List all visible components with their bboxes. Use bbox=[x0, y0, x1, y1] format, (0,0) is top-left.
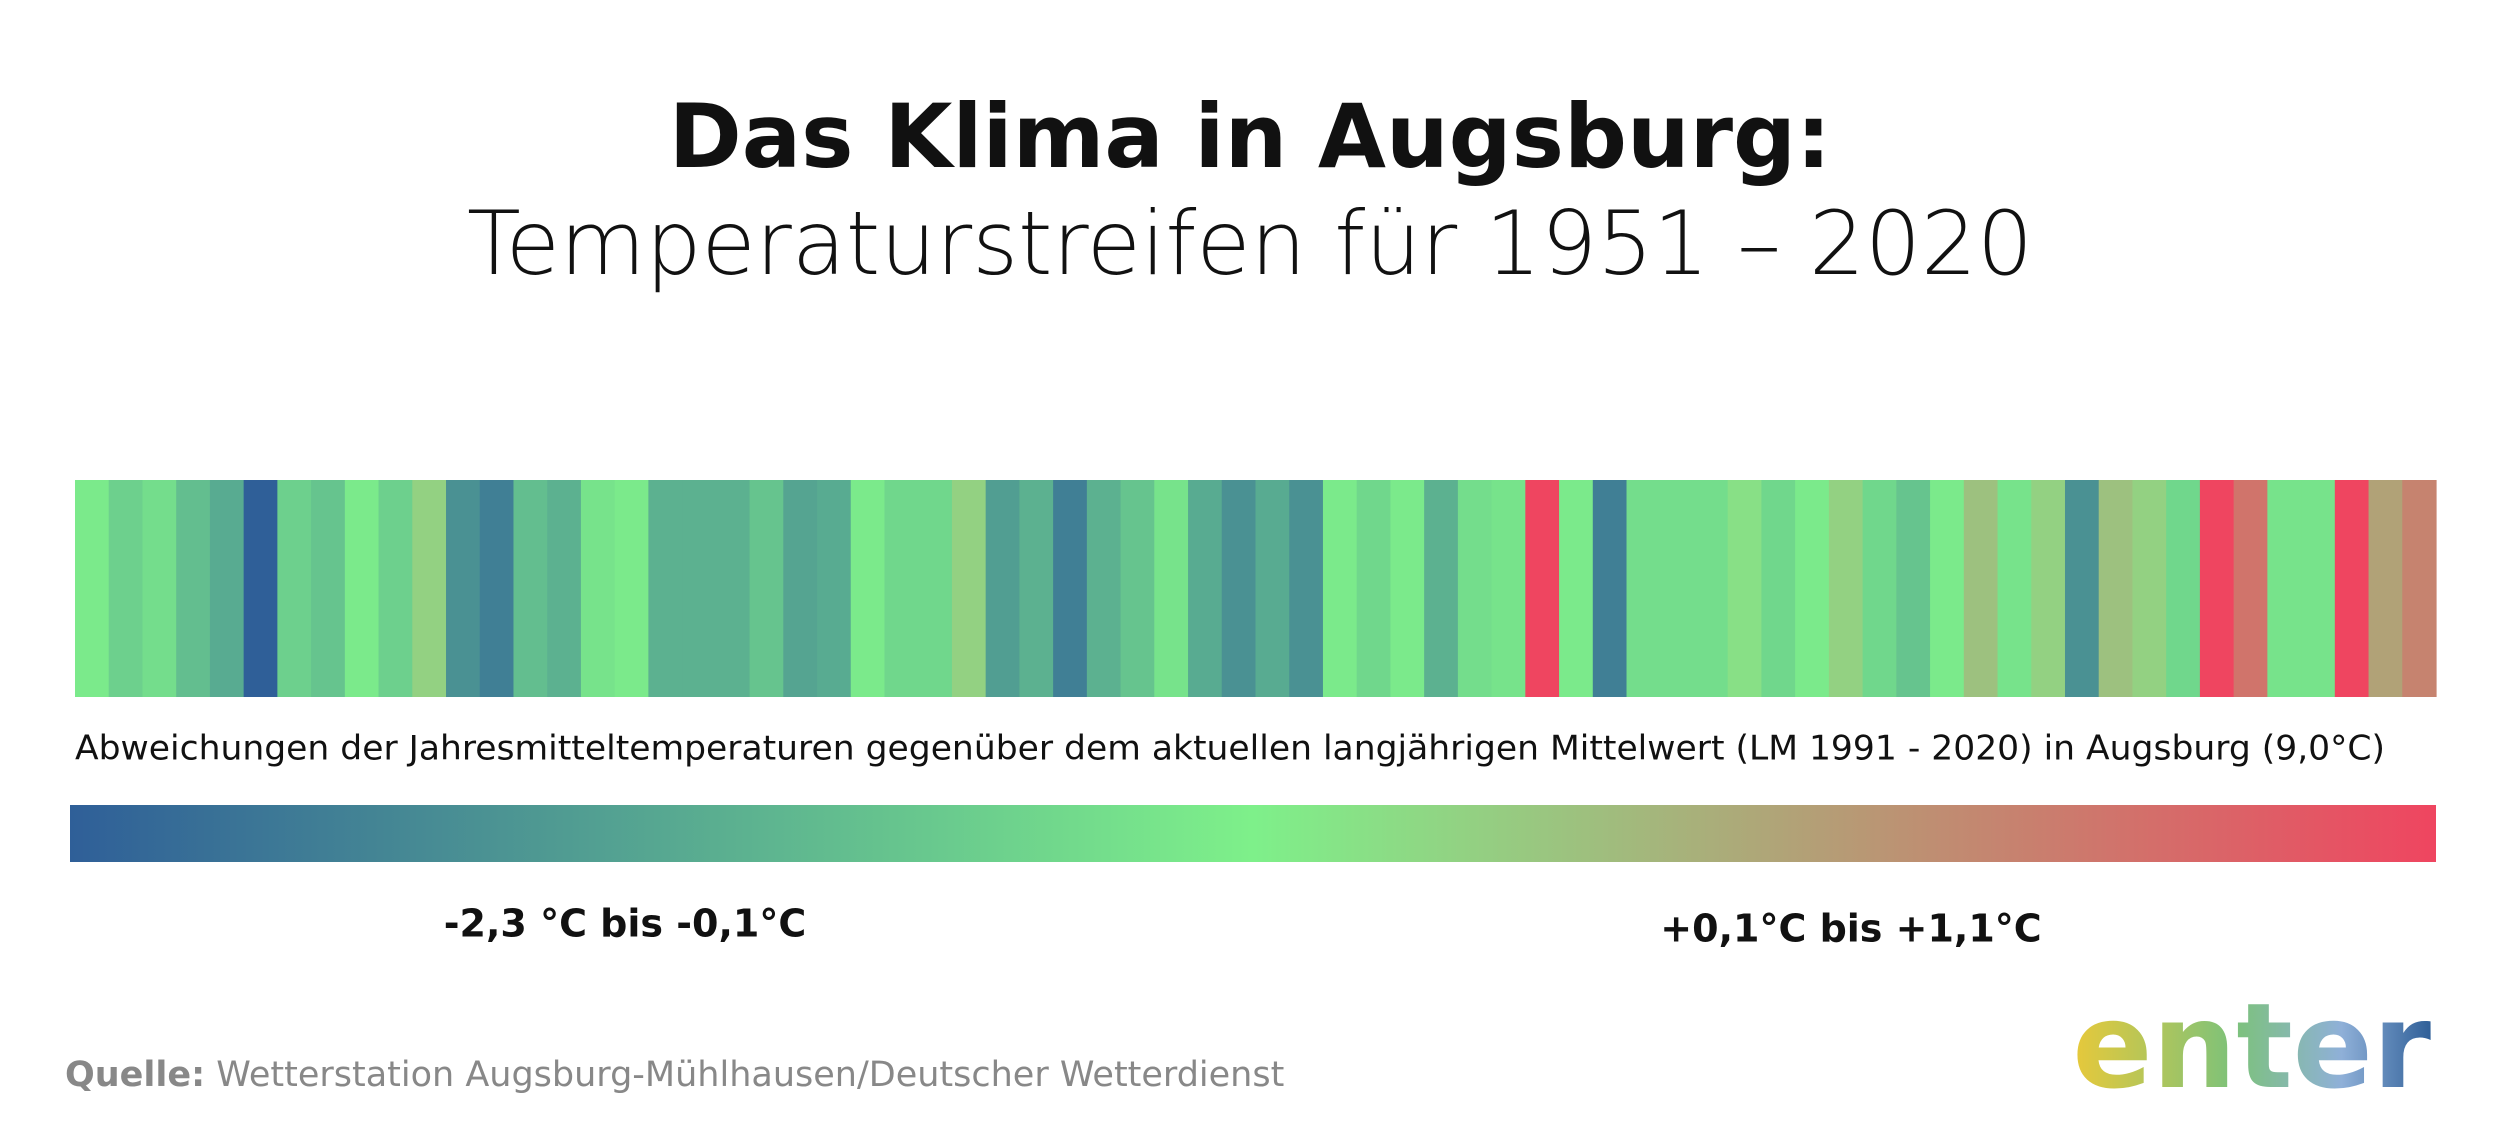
stripe bbox=[446, 480, 481, 697]
stripes bbox=[75, 480, 2437, 697]
stripe bbox=[479, 480, 515, 697]
stripe bbox=[1356, 480, 1392, 697]
stripe bbox=[2199, 480, 2235, 697]
stripe bbox=[75, 480, 110, 697]
stripe bbox=[2064, 480, 2100, 697]
stripe bbox=[1390, 480, 1425, 697]
legend-label: -2,3 °C bis -0,1°C bbox=[444, 902, 806, 946]
chart-subtitle: Temperaturstreifen für 1951 – 2020 bbox=[467, 192, 2033, 295]
stripe bbox=[311, 480, 346, 697]
stripe bbox=[277, 480, 312, 697]
stripe bbox=[176, 480, 211, 697]
stripe bbox=[1053, 480, 1088, 697]
stripe bbox=[1086, 480, 1122, 697]
stripe bbox=[378, 480, 413, 697]
stripe bbox=[209, 480, 245, 697]
stripe bbox=[1997, 480, 2032, 697]
stripe bbox=[1963, 480, 1999, 697]
stripe bbox=[1592, 480, 1628, 697]
stripe bbox=[412, 480, 447, 697]
stripe bbox=[749, 480, 784, 697]
stripe bbox=[817, 480, 852, 697]
stripe bbox=[1019, 480, 1054, 697]
stripe bbox=[2098, 480, 2134, 697]
stripe bbox=[614, 480, 649, 697]
stripe bbox=[2233, 480, 2268, 697]
stripe bbox=[1289, 480, 1324, 697]
stripe bbox=[951, 480, 987, 697]
color-legend bbox=[70, 805, 2436, 862]
stripe bbox=[1862, 480, 1897, 697]
stripe bbox=[1626, 480, 1661, 697]
stripe bbox=[1930, 480, 1965, 697]
stripe bbox=[1896, 480, 1931, 697]
stripe bbox=[547, 480, 582, 697]
stripe bbox=[648, 480, 683, 697]
stripe bbox=[1424, 480, 1459, 697]
stripe bbox=[682, 480, 717, 697]
stripe bbox=[1322, 480, 1358, 697]
legend-label: +0,1°C bis +1,1°C bbox=[1660, 907, 2041, 951]
stripe bbox=[513, 480, 548, 697]
chart-title: Das Klima in Augsburg: bbox=[669, 85, 1831, 188]
stripe bbox=[2031, 480, 2066, 697]
stripe bbox=[243, 480, 278, 697]
stripe bbox=[2267, 480, 2302, 697]
stripe bbox=[2368, 480, 2403, 697]
stripe bbox=[142, 480, 177, 697]
source-text: Wetterstation Augsburg-Mühlhausen/Deutsc… bbox=[216, 1055, 1284, 1095]
logo: enter bbox=[2072, 977, 2431, 1115]
stripe bbox=[1255, 480, 1290, 697]
stripe bbox=[580, 480, 616, 697]
stripe bbox=[1828, 480, 1864, 697]
stripe bbox=[985, 480, 1020, 697]
stripe bbox=[783, 480, 818, 697]
stripe bbox=[1120, 480, 1155, 697]
stripe bbox=[850, 480, 886, 697]
stripe bbox=[108, 480, 144, 697]
stripe bbox=[1559, 480, 1594, 697]
source: Quelle: Wetterstation Augsburg-Mühlhause… bbox=[65, 1055, 1284, 1095]
stripe bbox=[1154, 480, 1189, 697]
stripe bbox=[1188, 480, 1223, 697]
stripe bbox=[2334, 480, 2370, 697]
stripe bbox=[884, 480, 919, 697]
stripe bbox=[344, 480, 380, 697]
stripe bbox=[1693, 480, 1729, 697]
caption: Abweichungen der Jahresmitteltemperature… bbox=[75, 729, 2385, 769]
stripe bbox=[1761, 480, 1796, 697]
stripe bbox=[715, 480, 751, 697]
stripe bbox=[2132, 480, 2167, 697]
stripe bbox=[2402, 480, 2437, 697]
stripe bbox=[1221, 480, 1257, 697]
source-label: Quelle: bbox=[65, 1055, 205, 1095]
stripe bbox=[1660, 480, 1695, 697]
stripe bbox=[1525, 480, 1560, 697]
stripe bbox=[1491, 480, 1526, 697]
stripe bbox=[1727, 480, 1763, 697]
stripe bbox=[1795, 480, 1830, 697]
stripe bbox=[918, 480, 953, 697]
stripe bbox=[2301, 480, 2336, 697]
stripe bbox=[1457, 480, 1493, 697]
stripe bbox=[2166, 480, 2201, 697]
